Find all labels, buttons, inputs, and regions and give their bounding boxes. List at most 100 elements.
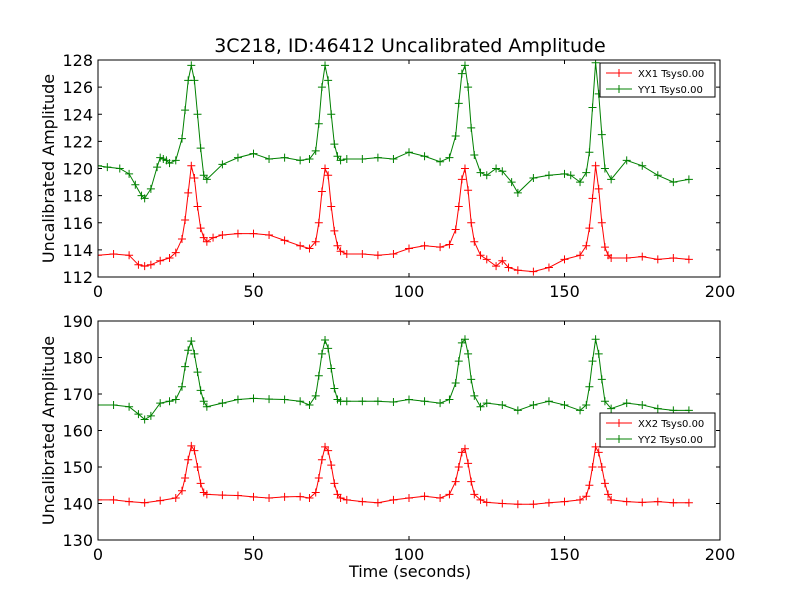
data-point — [321, 335, 330, 344]
data-point — [373, 153, 382, 162]
data-point — [330, 384, 339, 393]
data-point — [498, 400, 507, 409]
y-tick-label: 190 — [62, 312, 93, 331]
data-point — [576, 178, 585, 187]
data-point — [669, 254, 678, 263]
y-axis-label: Uncalibrated Amplitude — [39, 336, 58, 525]
data-point — [436, 243, 445, 252]
data-point — [576, 251, 585, 260]
data-point — [233, 229, 242, 238]
data-point — [594, 184, 603, 193]
data-point — [684, 175, 693, 184]
data-point — [607, 404, 616, 413]
data-point — [585, 481, 594, 490]
data-point — [544, 498, 553, 507]
bottom-subplot: 0 50 100 150 200 130 140 150 160 170 180 190Uncalib… — [39, 312, 735, 564]
data-point — [165, 254, 174, 263]
data-point — [544, 397, 553, 406]
y-tick-label: 126 — [62, 78, 93, 97]
data-point — [296, 397, 305, 406]
data-point — [233, 491, 242, 500]
data-point — [196, 386, 205, 395]
data-point — [187, 61, 196, 70]
data-point — [156, 256, 165, 265]
data-point — [653, 497, 662, 506]
legend-label: XX1 Tsys0.00 — [638, 69, 704, 80]
data-point — [125, 169, 134, 178]
data-point — [98, 161, 102, 170]
data-point — [582, 492, 591, 501]
data-point — [324, 344, 333, 353]
data-point — [467, 375, 476, 384]
data-point — [467, 218, 476, 227]
legend-label: XX2 Tsys0.00 — [638, 419, 704, 430]
data-point — [607, 495, 616, 504]
data-point — [199, 397, 208, 406]
data-point — [591, 442, 600, 451]
data-point — [184, 455, 193, 464]
data-point — [591, 161, 600, 170]
data-point — [476, 251, 485, 260]
data-point — [566, 171, 575, 180]
data-point — [669, 178, 678, 187]
data-point — [529, 173, 538, 182]
data-point — [249, 394, 258, 403]
data-point — [342, 249, 351, 258]
data-point — [358, 397, 367, 406]
data-point — [342, 495, 351, 504]
data-point — [190, 173, 199, 182]
data-point — [560, 400, 569, 409]
data-point — [582, 400, 591, 409]
data-point — [202, 490, 211, 499]
data-point — [470, 490, 479, 499]
data-point — [140, 415, 149, 424]
data-point — [177, 382, 186, 391]
data-point — [193, 463, 202, 471]
data-point — [405, 395, 413, 404]
data-point — [321, 61, 330, 70]
data-point — [405, 244, 413, 253]
data-point — [436, 157, 445, 166]
data-point — [498, 167, 507, 176]
data-point — [305, 155, 314, 164]
data-point — [470, 237, 479, 246]
data-point — [373, 498, 382, 507]
legend-marker — [615, 69, 623, 77]
data-point — [544, 263, 553, 272]
series-markers-2 — [98, 335, 693, 424]
chart-title: 3C218, ID:46412 Uncalibrated Amplitude — [214, 35, 606, 57]
data-point — [336, 156, 345, 165]
data-point — [498, 499, 507, 508]
data-point — [467, 477, 476, 486]
data-point — [199, 233, 208, 242]
data-point — [305, 400, 314, 409]
data-point — [597, 218, 606, 227]
data-point — [451, 477, 460, 486]
data-point — [653, 255, 662, 264]
data-point — [622, 399, 631, 408]
data-point — [296, 241, 305, 250]
data-point — [98, 251, 102, 260]
data-point — [582, 168, 591, 177]
y-axis-label: Uncalibrated Amplitude — [39, 74, 58, 263]
legend-label: YY1 Tsys0.00 — [637, 85, 703, 96]
data-point — [451, 379, 460, 388]
data-point — [327, 110, 336, 119]
data-point — [622, 254, 631, 263]
data-point — [460, 444, 469, 453]
y-tick-label: 130 — [62, 531, 93, 550]
data-point — [405, 148, 413, 157]
data-point — [184, 346, 193, 355]
data-point — [669, 498, 678, 507]
data-point — [265, 494, 274, 503]
data-point — [445, 490, 454, 499]
data-point — [513, 406, 522, 415]
data-point — [146, 411, 155, 420]
data-point — [184, 188, 193, 197]
data-point — [594, 349, 603, 358]
y-tick-label: 140 — [62, 495, 93, 514]
data-point — [305, 244, 314, 253]
data-point — [597, 463, 606, 471]
x-tick-label: 200 — [705, 545, 736, 564]
data-point — [324, 446, 333, 455]
